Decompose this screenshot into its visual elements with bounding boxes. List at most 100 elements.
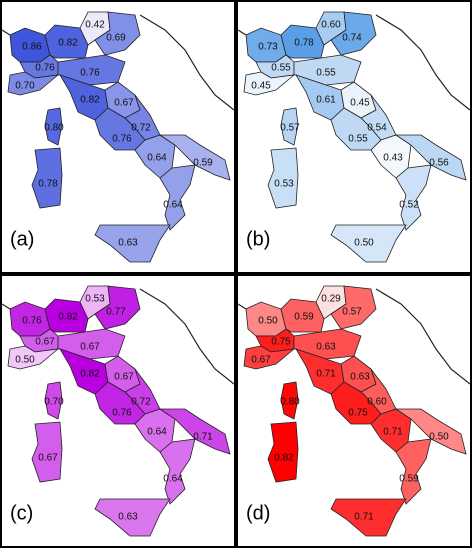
- region: [280, 381, 299, 420]
- region-value: 0.50: [429, 432, 449, 443]
- region: [158, 408, 231, 455]
- region: [31, 421, 63, 483]
- region-value: 0.64: [163, 200, 183, 211]
- region: [280, 107, 299, 146]
- region: [267, 147, 299, 209]
- region: [158, 134, 231, 181]
- region-value: 0.61: [316, 95, 336, 106]
- panel-label: (d): [246, 502, 270, 524]
- region-value: 0.59: [294, 312, 314, 323]
- region-value: 0.63: [118, 512, 138, 523]
- region-value: 0.75: [348, 408, 368, 419]
- region-value: 0.67: [251, 355, 271, 366]
- region: [94, 11, 141, 56]
- coastline: [1, 29, 11, 36]
- region: [31, 147, 63, 209]
- region: [134, 408, 176, 453]
- region-value: 0.82: [58, 312, 78, 323]
- region-value: 0.82: [80, 369, 100, 380]
- region-value: 0.63: [316, 342, 336, 353]
- region: [44, 107, 63, 146]
- region-value: 0.67: [38, 453, 58, 464]
- coastline: [237, 303, 247, 310]
- region-value: 0.76: [112, 408, 132, 419]
- region-value: 0.43: [383, 153, 403, 164]
- region: [330, 224, 407, 263]
- coastline: [375, 288, 471, 385]
- panel-label: (c): [10, 502, 33, 524]
- region: [44, 381, 63, 420]
- region: [267, 421, 299, 483]
- panel-label: (b): [246, 228, 270, 250]
- region-value: 0.69: [106, 33, 126, 44]
- map-panel: 0.76 0.820.530.770.670.500.670.82 0.670.72…: [0, 274, 236, 548]
- region: [159, 164, 196, 231]
- region-value: 0.50: [258, 316, 278, 327]
- region-value: 0.52: [399, 200, 419, 211]
- region: [395, 164, 432, 231]
- coastline: [1, 303, 11, 310]
- region: [134, 134, 176, 179]
- region-value: 0.50: [354, 238, 374, 249]
- region-value: 0.50: [15, 355, 35, 366]
- region-value: 0.64: [147, 153, 167, 164]
- region-value: 0.71: [354, 512, 374, 523]
- region-value: 0.71: [316, 369, 336, 380]
- map-panel: 0.50 0.59 0.290.57 0.75 0.67 0.63 0.71 0.63 0.60…: [236, 274, 472, 548]
- map-panel: 0.73 0.780.600.740.550.450.550.61 0.450.54…: [236, 0, 472, 274]
- region: [243, 345, 296, 370]
- coastline: [237, 29, 247, 36]
- region-value: 0.63: [118, 238, 138, 249]
- region-value: 0.71: [383, 427, 403, 438]
- region: [330, 11, 377, 56]
- region-value: 0.82: [274, 453, 294, 464]
- region-value: 0.53: [274, 179, 294, 190]
- region-value: 0.72: [131, 397, 151, 408]
- region: [330, 285, 377, 330]
- region-value: 0.73: [258, 42, 278, 53]
- region-value: 0.54: [367, 123, 387, 134]
- region-value: 0.77: [106, 307, 126, 318]
- region: [330, 498, 407, 537]
- region: [394, 408, 467, 455]
- region: [7, 71, 60, 96]
- region-value: 0.80: [44, 123, 64, 134]
- region: [159, 438, 196, 505]
- region: [395, 438, 432, 505]
- region-value: 0.78: [38, 179, 58, 190]
- region-value: 0.59: [399, 474, 419, 485]
- coastline: [139, 14, 235, 111]
- region-value: 0.57: [280, 123, 300, 134]
- region-value: 0.67: [80, 342, 100, 353]
- region-value: 0.42: [85, 20, 105, 31]
- region-value: 0.60: [321, 20, 341, 31]
- region-value: 0.86: [22, 42, 42, 53]
- region-value: 0.55: [348, 134, 368, 145]
- region-value: 0.76: [35, 63, 55, 74]
- region-value: 0.64: [147, 427, 167, 438]
- region-value: 0.57: [342, 307, 362, 318]
- coastline: [139, 288, 235, 385]
- region-value: 0.53: [85, 294, 105, 305]
- region-value: 0.55: [316, 68, 336, 79]
- region-value: 0.63: [350, 372, 370, 383]
- region-value: 0.80: [280, 397, 300, 408]
- region-value: 0.56: [429, 158, 449, 169]
- region-value: 0.76: [112, 134, 132, 145]
- region-value: 0.29: [321, 294, 341, 305]
- region-value: 0.60: [367, 397, 387, 408]
- panel-label: (a): [10, 228, 34, 250]
- region: [243, 71, 296, 96]
- region-value: 0.67: [114, 98, 134, 109]
- region-value: 0.55: [271, 63, 291, 74]
- region-value: 0.76: [22, 316, 42, 327]
- region-value: 0.78: [294, 38, 314, 49]
- region-value: 0.76: [80, 68, 100, 79]
- region-value: 0.67: [35, 337, 55, 348]
- region-value: 0.71: [193, 432, 213, 443]
- region-value: 0.45: [350, 98, 370, 109]
- region: [394, 134, 467, 181]
- region: [94, 498, 171, 537]
- region-value: 0.70: [44, 397, 64, 408]
